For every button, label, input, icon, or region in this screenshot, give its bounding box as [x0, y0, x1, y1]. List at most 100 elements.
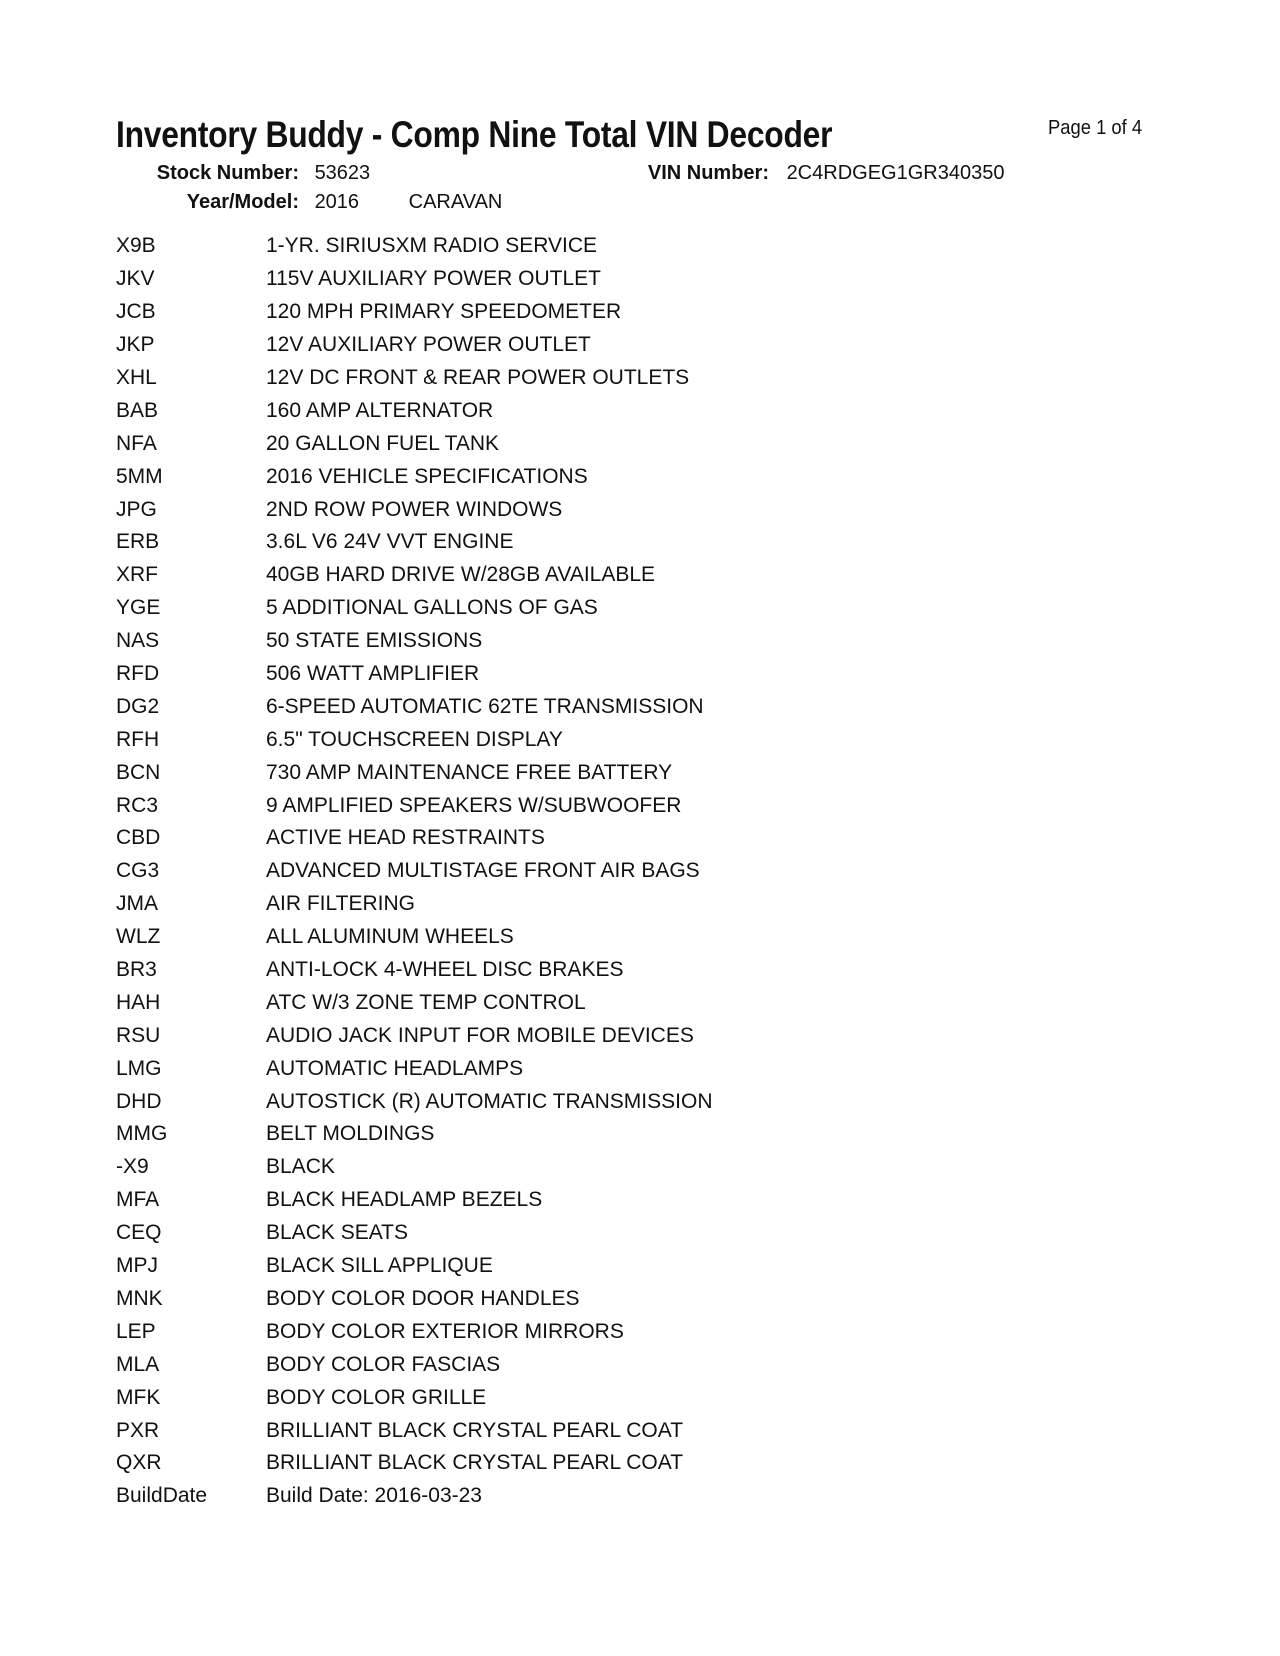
option-code: CBD: [116, 826, 161, 850]
option-code: DG2: [116, 694, 160, 718]
list-item: X9B 1-YR. SIRIUSXM RADIO SERVICE: [116, 230, 713, 263]
option-code: JPG: [116, 497, 157, 521]
option-description: 50 STATE EMISSIONS: [266, 629, 483, 653]
list-item: DG2 6-SPEED AUTOMATIC 62TE TRANSMISSION: [116, 690, 713, 723]
option-code: BAB: [116, 398, 159, 422]
option-description: 5 ADDITIONAL GALLONS OF GAS: [266, 596, 598, 620]
option-code: MPJ: [116, 1254, 158, 1278]
option-description: BELT MOLDINGS: [266, 1122, 435, 1146]
list-item: CEQ BLACK SEATS: [116, 1217, 713, 1250]
list-item: RSU AUDIO JACK INPUT FOR MOBILE DEVICES: [116, 1019, 713, 1052]
option-description: BODY COLOR EXTERIOR MIRRORS: [266, 1319, 624, 1343]
option-code: CG3: [116, 859, 160, 883]
year-value: 2016: [314, 191, 360, 213]
option-code: LEP: [116, 1319, 156, 1343]
list-item: LMG AUTOMATIC HEADLAMPS: [116, 1052, 713, 1085]
stock-number-line: Stock Number: 53623: [140, 162, 370, 185]
option-description: ACTIVE HEAD RESTRAINTS: [266, 826, 545, 850]
option-description: 1-YR. SIRIUSXM RADIO SERVICE: [266, 234, 598, 258]
option-code: X9B: [116, 234, 156, 258]
list-item: 5MM 2016 VEHICLE SPECIFICATIONS: [116, 460, 713, 493]
option-description: BLACK: [266, 1155, 335, 1179]
option-code: XHL: [116, 366, 157, 389]
option-description: BODY COLOR DOOR HANDLES: [266, 1286, 580, 1310]
list-item: JKV 115V AUXILIARY POWER OUTLET: [116, 263, 713, 296]
list-item: MLA BODY COLOR FASCIAS: [116, 1348, 713, 1381]
option-description: 12V AUXILIARY POWER OUTLET: [266, 333, 591, 357]
option-description: BLACK SEATS: [266, 1221, 408, 1245]
option-code: JMA: [116, 892, 158, 916]
list-item: RFH 6.5" TOUCHSCREEN DISPLAY: [116, 723, 713, 756]
list-item: RFD 506 WATT AMPLIFIER: [116, 658, 713, 691]
list-item: ERB 3.6L V6 24V VVT ENGINE: [116, 526, 713, 559]
option-code: RC3: [116, 793, 159, 817]
option-code: RFH: [116, 727, 160, 751]
option-description: 2016 VEHICLE SPECIFICATIONS: [266, 464, 588, 488]
option-description: 120 MPH PRIMARY SPEEDOMETER: [266, 300, 622, 324]
vin-number-line: VIN Number: 2C4RDGEG1GR340350: [600, 162, 1005, 185]
option-description: BODY COLOR FASCIAS: [266, 1352, 501, 1376]
list-item: MNK BODY COLOR DOOR HANDLES: [116, 1283, 713, 1316]
option-description: 12V DC FRONT & REAR POWER OUTLETS: [266, 366, 690, 389]
list-item: DHD AUTOSTICK (R) AUTOMATIC TRANSMISSION: [116, 1085, 713, 1118]
list-item: CBD ACTIVE HEAD RESTRAINTS: [116, 822, 713, 855]
option-description: 6-SPEED AUTOMATIC 62TE TRANSMISSION: [266, 694, 704, 718]
option-description: Build Date: 2016-03-23: [266, 1484, 482, 1508]
option-description: 3.6L V6 24V VVT ENGINE: [266, 530, 514, 554]
model-value: CARAVAN: [408, 191, 503, 213]
vin-number-value: 2C4RDGEG1GR340350: [786, 162, 1005, 184]
option-code: MFA: [116, 1188, 160, 1212]
option-description: ANTI-LOCK 4-WHEEL DISC BRAKES: [266, 958, 624, 982]
option-description: 6.5" TOUCHSCREEN DISPLAY: [266, 727, 563, 751]
option-description: ALL ALUMINUM WHEELS: [266, 925, 514, 949]
option-code: MMG: [116, 1122, 168, 1146]
list-item: LEP BODY COLOR EXTERIOR MIRRORS: [116, 1315, 713, 1348]
list-item: BuildDate Build Date: 2016-03-23: [116, 1480, 713, 1513]
option-description: 115V AUXILIARY POWER OUTLET: [266, 267, 601, 291]
page-indicator: Page 1 of 4: [1048, 117, 1143, 139]
vin-number-label: VIN Number:: [647, 162, 769, 184]
option-code: BuildDate: [116, 1484, 208, 1508]
option-description: BODY COLOR GRILLE: [266, 1385, 487, 1409]
list-item: RC3 9 AMPLIFIED SPEAKERS W/SUBWOOFER: [116, 789, 713, 822]
list-item: PXR BRILLIANT BLACK CRYSTAL PEARL COAT: [116, 1414, 713, 1447]
list-item: JKP 12V AUXILIARY POWER OUTLET: [116, 329, 713, 362]
option-description: AUTOMATIC HEADLAMPS: [266, 1056, 524, 1080]
list-item: MPJ BLACK SILL APPLIQUE: [116, 1250, 713, 1283]
option-code: MFK: [116, 1385, 161, 1409]
list-item: HAH ATC W/3 ZONE TEMP CONTROL: [116, 986, 713, 1019]
option-code: XRF: [116, 563, 158, 587]
option-description: BLACK SILL APPLIQUE: [266, 1254, 493, 1278]
option-code: 5MM: [116, 464, 163, 488]
option-code: RSU: [116, 1023, 161, 1047]
list-item: CG3 ADVANCED MULTISTAGE FRONT AIR BAGS: [116, 855, 713, 888]
option-code: NFA: [116, 431, 157, 455]
list-item: WLZ ALL ALUMINUM WHEELS: [116, 921, 713, 954]
list-item: YGE 5 ADDITIONAL GALLONS OF GAS: [116, 592, 713, 625]
option-code: HAH: [116, 990, 161, 1014]
option-code: MNK: [116, 1286, 163, 1310]
option-description: BLACK HEADLAMP BEZELS: [266, 1188, 543, 1212]
option-description: AUDIO JACK INPUT FOR MOBILE DEVICES: [266, 1023, 694, 1047]
option-description: 20 GALLON FUEL TANK: [266, 431, 500, 455]
option-code: LMG: [116, 1056, 162, 1080]
option-code: WLZ: [116, 925, 161, 949]
list-item: NAS 50 STATE EMISSIONS: [116, 625, 713, 658]
option-code: JKP: [116, 333, 155, 357]
option-code: JCB: [116, 300, 156, 324]
list-item: XRF 40GB HARD DRIVE W/28GB AVAILABLE: [116, 559, 713, 592]
stock-number-value: 53623: [314, 162, 371, 184]
option-description: AUTOSTICK (R) AUTOMATIC TRANSMISSION: [266, 1089, 713, 1113]
document-title: Inventory Buddy - Comp Nine Total VIN De…: [116, 114, 833, 155]
list-item: QXR BRILLIANT BLACK CRYSTAL PEARL COAT: [116, 1447, 713, 1480]
option-description: ADVANCED MULTISTAGE FRONT AIR BAGS: [266, 859, 700, 883]
option-code: BR3: [116, 958, 157, 982]
option-description: BRILLIANT BLACK CRYSTAL PEARL COAT: [266, 1418, 684, 1442]
option-code: BCN: [116, 760, 161, 784]
list-item: JMA AIR FILTERING: [116, 888, 713, 921]
list-item: JPG 2ND ROW POWER WINDOWS: [116, 493, 713, 526]
option-code: NAS: [116, 629, 160, 653]
option-code: MLA: [116, 1352, 160, 1376]
option-description: 730 AMP MAINTENANCE FREE BATTERY: [266, 760, 673, 784]
list-item: BAB 160 AMP ALTERNATOR: [116, 394, 713, 427]
